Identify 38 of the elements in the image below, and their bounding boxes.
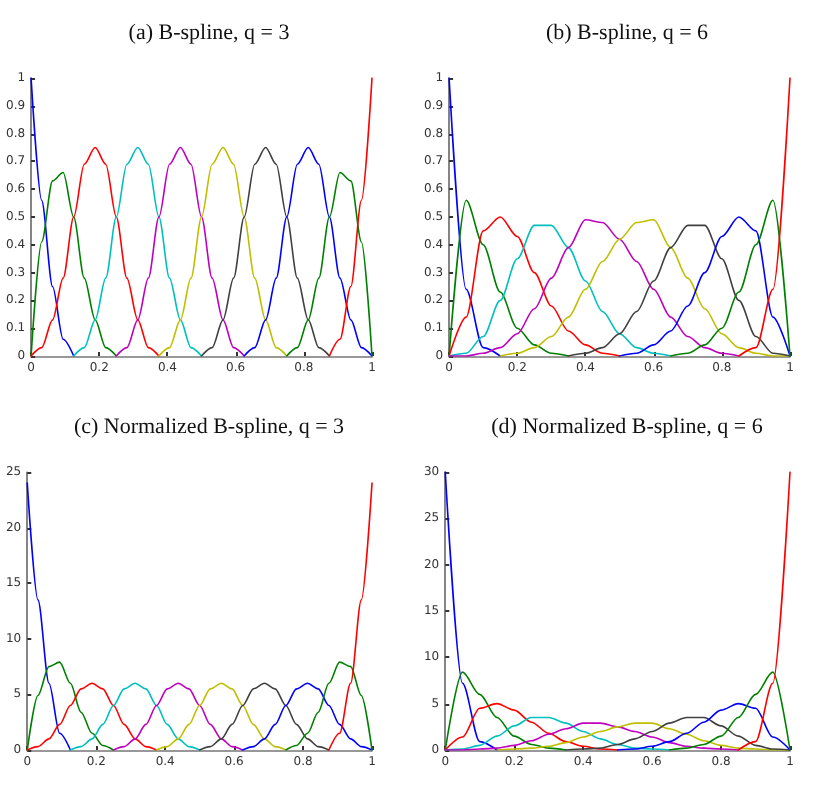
line-series: [669, 199, 791, 357]
line-series: [448, 199, 570, 357]
line-series: [448, 224, 672, 357]
line-series: [444, 671, 567, 751]
line-series: [618, 216, 791, 357]
line-series: [565, 716, 791, 751]
line-series: [198, 682, 330, 751]
line-series: [444, 722, 740, 751]
line-series: [155, 682, 287, 751]
line-series: [448, 218, 740, 357]
line-series: [243, 146, 373, 357]
chart-title: (a) B-spline, q = 3: [128, 21, 291, 45]
line-series: [112, 682, 244, 751]
line-series: [567, 224, 791, 357]
chart-title: (c) Normalized B-spline, q = 3: [73, 415, 346, 439]
line-series: [72, 146, 203, 357]
chart-title: (d) Normalized B-spline, q = 6: [491, 415, 764, 439]
line-series: [328, 77, 373, 357]
line-series: [158, 146, 288, 357]
line-series: [26, 682, 158, 751]
line-series: [30, 146, 160, 357]
line-series: [200, 146, 331, 357]
line-series: [616, 702, 791, 751]
line-series: [668, 671, 791, 751]
line-series: [115, 146, 245, 357]
line-series: [69, 682, 201, 751]
chart-title: (b) B-spline, q = 6: [545, 21, 710, 45]
line-series: [30, 171, 118, 357]
line-series: [448, 216, 621, 357]
line-series: [738, 77, 791, 357]
line-series: [328, 482, 373, 751]
line-series: [444, 702, 619, 751]
line-series: [285, 171, 373, 357]
line-series: [285, 661, 373, 751]
line-series: [26, 482, 72, 751]
line-series: [241, 682, 373, 751]
line-series: [26, 661, 115, 751]
line-series: [737, 471, 791, 751]
